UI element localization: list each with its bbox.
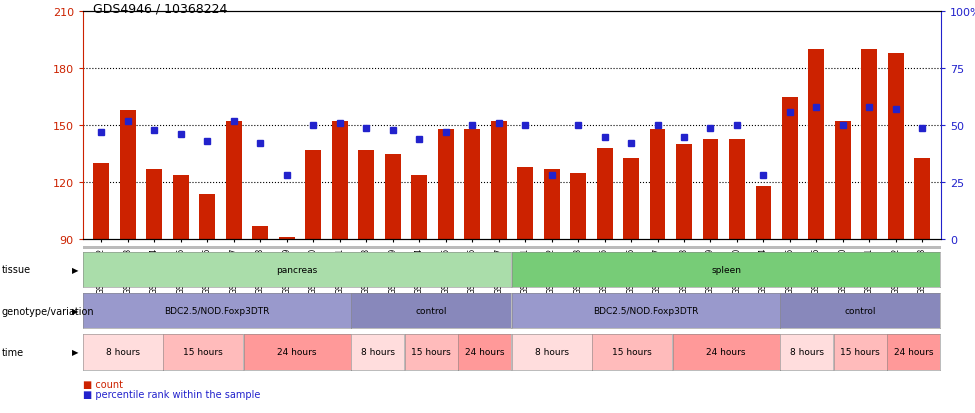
Text: time: time — [2, 347, 24, 357]
Bar — [146, 169, 162, 240]
Bar — [862, 50, 878, 240]
Bar — [438, 130, 453, 240]
Bar — [623, 158, 639, 240]
Text: BDC2.5/NOD.Foxp3DTR: BDC2.5/NOD.Foxp3DTR — [593, 306, 698, 315]
Bar — [570, 173, 586, 240]
Text: ■ count: ■ count — [83, 379, 123, 389]
Text: 8 hours: 8 hours — [535, 348, 568, 356]
Bar — [411, 175, 427, 240]
Bar — [358, 151, 374, 240]
Text: BDC2.5/NOD.Foxp3DTR: BDC2.5/NOD.Foxp3DTR — [164, 306, 269, 315]
Bar — [517, 168, 533, 240]
Text: 15 hours: 15 hours — [411, 348, 451, 356]
Text: 24 hours: 24 hours — [894, 348, 934, 356]
Bar — [756, 187, 771, 240]
Text: ▶: ▶ — [71, 265, 78, 274]
Text: 8 hours: 8 hours — [790, 348, 824, 356]
Bar — [305, 151, 321, 240]
Bar — [226, 122, 242, 240]
Text: tissue: tissue — [2, 264, 31, 275]
Bar — [782, 97, 798, 240]
Bar — [332, 122, 348, 240]
Bar — [279, 237, 294, 240]
Bar — [464, 130, 480, 240]
Text: 15 hours: 15 hours — [612, 348, 652, 356]
Bar — [729, 139, 745, 240]
Text: genotype/variation: genotype/variation — [2, 306, 95, 316]
Text: 24 hours: 24 hours — [465, 348, 505, 356]
Text: 8 hours: 8 hours — [361, 348, 395, 356]
Text: control: control — [844, 306, 876, 315]
Text: 24 hours: 24 hours — [277, 348, 317, 356]
Text: GDS4946 / 10368224: GDS4946 / 10368224 — [93, 2, 227, 15]
Bar — [490, 122, 507, 240]
Bar — [173, 175, 189, 240]
Bar — [676, 145, 692, 240]
Bar — [649, 130, 666, 240]
Text: control: control — [415, 306, 447, 315]
Bar — [703, 139, 719, 240]
Text: ■ percentile rank within the sample: ■ percentile rank within the sample — [83, 389, 260, 399]
Text: 15 hours: 15 hours — [840, 348, 880, 356]
Bar — [915, 158, 930, 240]
Bar — [544, 169, 560, 240]
Bar — [253, 226, 268, 240]
Text: 24 hours: 24 hours — [706, 348, 746, 356]
Text: pancreas: pancreas — [277, 265, 318, 274]
Text: 15 hours: 15 hours — [183, 348, 223, 356]
Bar — [888, 54, 904, 240]
Bar — [120, 111, 136, 240]
Text: spleen: spleen — [711, 265, 741, 274]
Bar — [94, 164, 109, 240]
Text: ▶: ▶ — [71, 306, 78, 315]
Bar — [597, 149, 612, 240]
Bar — [200, 194, 215, 240]
Bar — [385, 154, 401, 240]
Bar — [835, 122, 851, 240]
Text: ▶: ▶ — [71, 348, 78, 356]
Bar — [808, 50, 824, 240]
Text: 8 hours: 8 hours — [106, 348, 139, 356]
